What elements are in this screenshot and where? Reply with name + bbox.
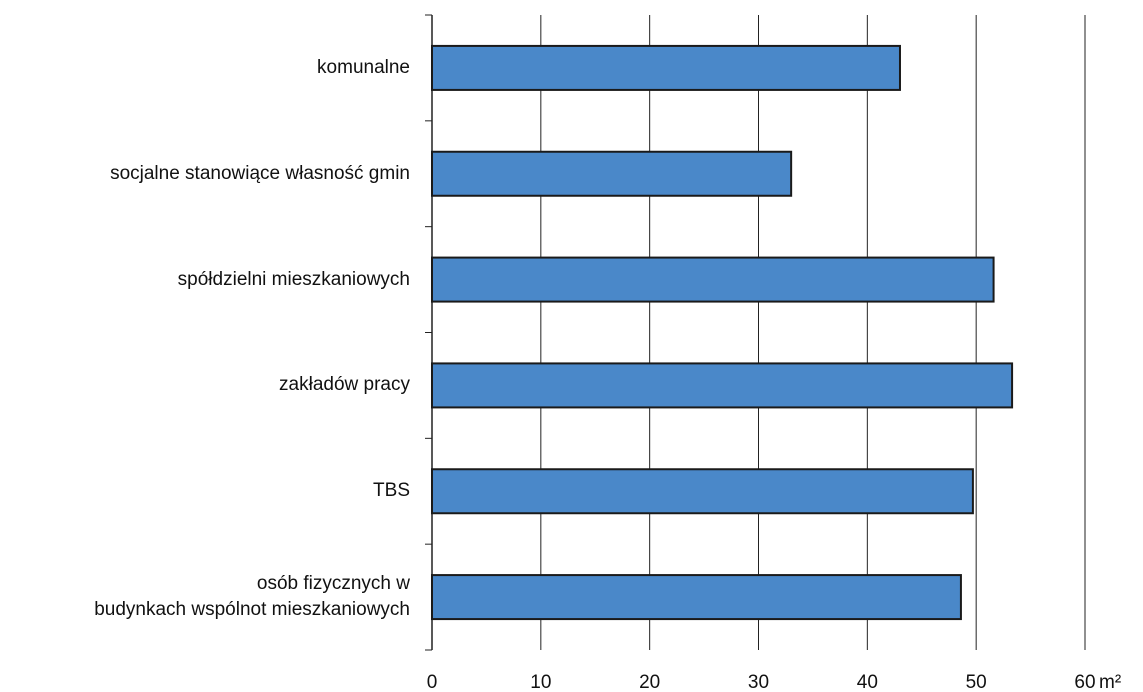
x-unit: m² [1099,672,1121,692]
bar [431,362,1014,409]
bar [431,468,974,515]
x-tick-label: 30 [748,672,769,692]
bar [431,150,793,197]
y-tick-label: TBS [373,480,410,502]
x-tick-label: 50 [966,672,987,692]
bar [431,44,901,91]
x-tick-label: 60 [1074,672,1095,692]
y-tick-label: zakładów pracy [279,374,410,396]
x-tick-label: 40 [857,672,878,692]
y-tick-label: socjalne stanowiące własność gmin [110,162,410,184]
x-tick-label: 20 [639,672,660,692]
bar [431,574,962,621]
bar [431,256,995,303]
y-tick-label: osób fizycznych w budynkach wspólnot mie… [94,573,410,621]
x-tick-label: 10 [530,672,551,692]
y-tick-label: spółdzielni mieszkaniowych [177,268,410,290]
y-tick-label: komunalne [317,56,410,78]
x-tick-label: 0 [427,672,438,692]
